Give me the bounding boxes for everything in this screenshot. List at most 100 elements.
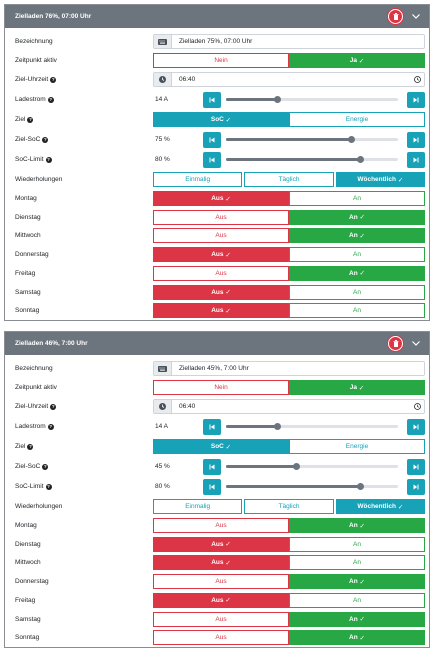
weekday-aus-button[interactable]: Aus ✓ [153,592,289,608]
help-icon[interactable]: ? [42,136,49,143]
step-backward-icon[interactable] [203,478,221,495]
weekday-label: Samstag [15,288,41,296]
zeitpunkt-label: Zeitpunkt aktiv [15,384,57,391]
zeitpunkt-ja-button[interactable]: Ja ✓ [289,53,425,68]
weekday-an-button[interactable]: An ✓ [289,265,425,281]
help-icon[interactable]: ? [47,96,54,103]
weekday-aus-button[interactable]: Aus [153,265,289,281]
weekday-aus-button[interactable]: Aus ✓ [153,303,289,319]
bezeichnung-input[interactable]: Zielladen 75%, 07:00 Uhr [153,34,425,49]
time-picker-icon[interactable] [410,403,424,410]
zeitpunkt-nein-button[interactable]: Nein [153,53,289,68]
help-icon[interactable]: ? [27,116,34,123]
weekday-label: Donnerstag [15,251,49,259]
row-ziel-soc: Ziel-SoC? 75 % [5,131,429,148]
zeitpunkt-nein-button[interactable]: Nein [153,380,289,395]
weekday-aus-button[interactable]: Aus ✓ [153,284,289,300]
step-backward-icon[interactable] [203,131,221,148]
delete-button[interactable] [388,9,403,24]
weekday-an-button[interactable]: An [289,592,425,608]
ladestrom-label: Ladestrom? [15,96,54,103]
ziel-label: Ziel? [15,443,34,450]
weekday-an-button[interactable]: An [289,303,425,319]
weekday-label: Sonntag [15,634,40,642]
soc-limit-text: SoC-Limit [15,156,44,163]
trash-icon [393,13,398,20]
rep-woechentlich-button[interactable]: Wöchentlich ✓ [335,499,425,514]
weekday-aus-button[interactable]: Aus ✓ [153,191,289,206]
weekday-label: Freitag [15,269,36,277]
weekday-aus-button[interactable]: Aus [153,518,289,533]
ziel-energie-button[interactable]: Energie [289,112,425,127]
step-backward-icon[interactable] [203,418,221,435]
step-forward-icon[interactable] [407,458,425,475]
help-icon[interactable]: ? [45,483,52,490]
check-icon: ✓ [359,232,365,240]
time-picker-icon[interactable] [410,76,424,83]
ladestrom-slider[interactable] [222,91,402,108]
rep-woechentlich-button[interactable]: Wöchentlich ✓ [335,172,425,187]
step-backward-icon[interactable] [203,91,221,108]
ziel-soc-slider[interactable] [222,458,402,475]
soc-limit-slider[interactable] [222,478,402,495]
weekday-an-button[interactable]: An ✓ [289,630,425,646]
bezeichnung-input[interactable]: Zielladen 45%, 7:00 Uhr [153,361,425,376]
step-backward-icon[interactable] [203,151,221,168]
weekday-label: Dienstag [15,213,41,221]
weekday-row: Dienstag Aus An ✓ [5,209,429,226]
ziel-soc-button[interactable]: SoC ✓ [153,439,289,454]
help-icon[interactable]: ? [27,443,34,450]
step-forward-icon[interactable] [407,151,425,168]
ladestrom-slider[interactable] [222,418,402,435]
help-icon[interactable]: ? [42,463,49,470]
weekday-an-button[interactable]: An [289,247,425,263]
ziel-text: Ziel [15,116,26,123]
weekday-row: Sonntag Aus An ✓ [5,629,429,646]
weekday-aus-button[interactable]: Aus [153,630,289,646]
help-icon[interactable]: ? [45,156,52,163]
help-icon[interactable]: ? [47,423,54,430]
chevron-down-icon[interactable] [411,12,421,22]
weekday-aus-button[interactable]: Aus ✓ [153,247,289,263]
card-header[interactable]: Zielladen 76%, 07:00 Uhr [5,5,429,28]
weekday-an-button[interactable]: An [289,536,425,552]
weekday-an-button[interactable]: An ✓ [289,574,425,590]
ziel-uhrzeit-input[interactable]: 06:40 [153,399,425,414]
weekday-an-button[interactable]: An [289,191,425,206]
ziel-energie-button[interactable]: Energie [289,439,425,454]
rep-taeglich-button[interactable]: Täglich [244,172,334,187]
rep-einmalig-button[interactable]: Einmalig [153,499,243,514]
weekday-aus-button[interactable]: Aus ✓ [153,536,289,552]
help-icon[interactable]: ? [50,403,57,410]
weekday-an-button[interactable]: An ✓ [289,228,425,244]
weekday-aus-button[interactable]: Aus [153,209,289,225]
chevron-down-icon[interactable] [411,339,421,349]
help-icon[interactable]: ? [50,76,57,83]
delete-button[interactable] [388,336,403,351]
step-forward-icon[interactable] [407,418,425,435]
weekday-aus-button[interactable]: Aus ✓ [153,555,289,571]
step-backward-icon[interactable] [203,458,221,475]
row-ziel: Ziel? SoC ✓ Energie [5,111,429,128]
card-header[interactable]: Zielladen 46%, 7:00 Uhr [5,332,429,355]
ziel-soc-button[interactable]: SoC ✓ [153,112,289,127]
weekday-an-button[interactable]: An [289,555,425,571]
step-forward-icon[interactable] [407,131,425,148]
rep-einmalig-button[interactable]: Einmalig [153,172,243,187]
weekday-an-button[interactable]: An ✓ [289,209,425,225]
weekday-aus-button[interactable]: Aus [153,611,289,627]
weekday-an-button[interactable]: An ✓ [289,518,425,533]
weekday-an-label: An [349,578,358,586]
rep-taeglich-button[interactable]: Täglich [244,499,334,514]
ziel-uhrzeit-input[interactable]: 06:40 [153,72,425,87]
soc-limit-slider[interactable] [222,151,402,168]
step-forward-icon[interactable] [407,478,425,495]
weekday-an-button[interactable]: An [289,284,425,300]
zeitpunkt-ja-label: Ja [349,57,357,64]
weekday-an-button[interactable]: An ✓ [289,611,425,627]
weekday-aus-button[interactable]: Aus [153,228,289,244]
weekday-aus-button[interactable]: Aus [153,574,289,590]
ziel-soc-slider[interactable] [222,131,402,148]
zeitpunkt-ja-button[interactable]: Ja ✓ [289,380,425,395]
step-forward-icon[interactable] [407,91,425,108]
